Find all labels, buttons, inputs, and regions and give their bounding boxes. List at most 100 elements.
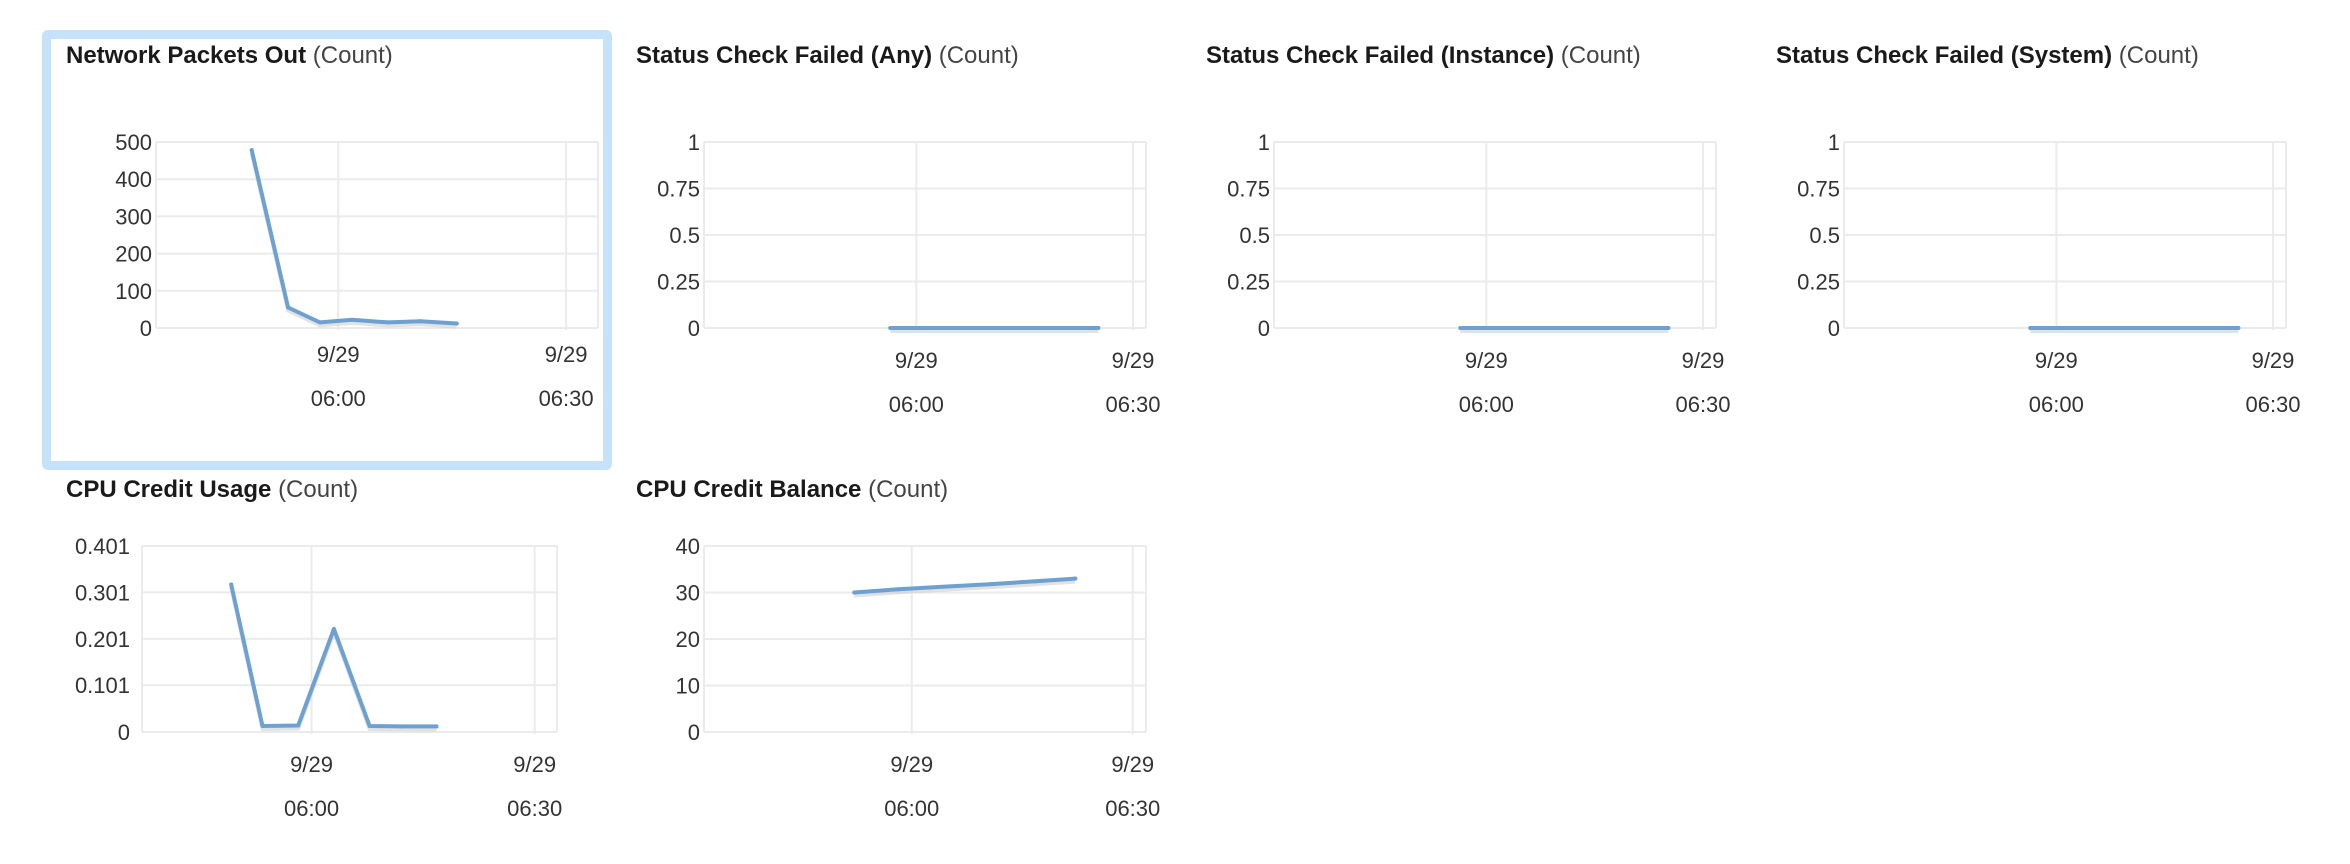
y-tick-label: 0: [688, 720, 700, 745]
x-tick-time: 06:00: [889, 392, 944, 417]
chart-title: Network Packets Out (Count): [66, 42, 393, 70]
y-tick-label: 1: [1828, 130, 1840, 155]
y-tick-label: 0: [140, 316, 152, 341]
metric-unit: (Count): [868, 476, 949, 503]
y-tick-label: 1: [688, 130, 700, 155]
x-tick-date: 9/29: [1112, 348, 1155, 373]
data-point: [260, 723, 265, 728]
y-tick-label: 40: [676, 534, 700, 559]
chart-panel-status-check-failed-instance[interactable]: Status Check Failed (Instance) (Count) 1…: [1182, 30, 1752, 470]
metric-unit: (Count): [278, 476, 359, 503]
x-tick-date: 9/29: [513, 752, 556, 777]
chart-panel-cpu-credit-balance[interactable]: CPU Credit Balance (Count) 40 30 20 10 0 9/29…: [612, 464, 1182, 864]
line-chart: 500 400 300 200 100 0 9/29 06:00 9/29 06:30: [115, 130, 599, 411]
data-point: [349, 317, 354, 322]
y-tick-label: 30: [676, 581, 700, 606]
data-point: [249, 148, 254, 153]
metric-unit: (Count): [312, 42, 393, 69]
x-tick-date: 9/29: [1682, 348, 1725, 373]
data-point: [1073, 576, 1078, 581]
x-tick-date: 9/29: [890, 752, 933, 777]
line-chart: 40 30 20 10 0 9/29 06:00 9/29 06:30: [676, 534, 1161, 821]
metric-name: Status Check Failed (Any): [636, 42, 933, 69]
x-tick-date: 9/29: [1465, 348, 1508, 373]
x-tick-date: 9/29: [2035, 348, 2078, 373]
y-tick-label: 0.401: [75, 534, 130, 559]
y-tick-label: 20: [676, 627, 700, 652]
data-point: [1458, 326, 1463, 330]
chart-panel-status-check-failed-system[interactable]: Status Check Failed (System) (Count) 1 0.…: [1752, 30, 2322, 470]
series-line-shadow: [249, 152, 457, 329]
data-point: [454, 321, 459, 326]
y-tick-label: 500: [115, 130, 152, 155]
x-tick-date: 9/29: [1111, 752, 1154, 777]
x-tick-date: 9/29: [290, 752, 333, 777]
x-tick-time: 06:00: [884, 796, 939, 821]
y-tick-label: 0.75: [1227, 177, 1270, 202]
data-point: [1666, 326, 1671, 330]
metric-name: Status Check Failed (Instance): [1206, 42, 1555, 69]
series-line: [852, 576, 1078, 595]
y-tick-label: 300: [115, 204, 152, 229]
data-point: [367, 723, 372, 728]
data-point: [331, 627, 336, 632]
data-point: [945, 584, 950, 589]
data-point: [2028, 326, 2033, 330]
y-tick-label: 0.101: [75, 673, 130, 698]
y-tick-label: 400: [115, 167, 152, 192]
data-point: [1033, 579, 1038, 584]
line-chart: 1 0.75 0.5 0.25 0 9/29 06:00 9/29 06:30: [657, 130, 1160, 417]
x-tick-time: 06:00: [311, 386, 366, 411]
chart-panel-status-check-failed-any[interactable]: Status Check Failed (Any) (Count) 1 0.75 0…: [612, 30, 1182, 470]
metric-name: CPU Credit Balance: [636, 476, 862, 503]
series-line: [249, 148, 459, 326]
x-tick-time: 06:30: [2245, 392, 2300, 417]
y-tick-label: 0.25: [657, 270, 700, 295]
y-tick-label: 200: [115, 242, 152, 267]
x-tick-time: 06:30: [507, 796, 562, 821]
data-point: [398, 724, 403, 729]
data-point: [286, 305, 291, 310]
metric-name: Status Check Failed (System): [1776, 42, 2113, 69]
y-tick-label: 0.25: [1227, 270, 1270, 295]
y-tick-label: 0.75: [1797, 177, 1840, 202]
y-tick-label: 0.75: [657, 177, 700, 202]
y-tick-label: 0.201: [75, 627, 130, 652]
chart-title: CPU Credit Usage (Count): [66, 476, 358, 504]
x-tick-date: 9/29: [317, 342, 360, 367]
series-line: [229, 582, 439, 729]
chart-panel-network-packets-out[interactable]: Network Packets Out (Count) 500 400 300 200…: [42, 30, 612, 470]
data-point: [896, 587, 901, 592]
y-tick-label: 0: [118, 720, 130, 745]
x-tick-time: 06:30: [1105, 392, 1160, 417]
y-tick-label: 0: [1828, 316, 1840, 341]
y-tick-label: 0.5: [1809, 223, 1840, 248]
chart-panel-cpu-credit-usage[interactable]: CPU Credit Usage (Count) 0.401 0.301 0.201…: [42, 464, 612, 864]
metric-unit: (Count): [1560, 42, 1641, 69]
data-point: [852, 590, 857, 595]
data-point: [229, 582, 234, 587]
data-point: [296, 723, 301, 728]
chart-title: CPU Credit Balance (Count): [636, 476, 948, 504]
x-tick-time: 06:00: [1459, 392, 1514, 417]
data-point: [418, 319, 423, 324]
chart-title: Status Check Failed (Any) (Count): [636, 42, 1019, 70]
x-tick-date: 9/29: [545, 342, 588, 367]
x-tick-date: 9/29: [2252, 348, 2295, 373]
x-tick-time: 06:00: [284, 796, 339, 821]
y-tick-label: 0: [688, 316, 700, 341]
x-tick-time: 06:30: [1675, 392, 1730, 417]
metric-unit: (Count): [2118, 42, 2199, 69]
chart-title: Status Check Failed (Instance) (Count): [1206, 42, 1641, 70]
chart-title: Status Check Failed (System) (Count): [1776, 42, 2199, 70]
line-chart: 0.401 0.301 0.201 0.101 0 9/29 06:00 9/29 06:30: [75, 534, 562, 821]
metric-unit: (Count): [938, 42, 1019, 69]
y-tick-label: 0: [1258, 316, 1270, 341]
series-line-shadow: [229, 587, 437, 732]
data-point: [2236, 326, 2241, 330]
x-tick-time: 06:30: [1105, 796, 1160, 821]
line-chart: 1 0.75 0.5 0.25 0 9/29 06:00 9/29 06:30: [1227, 130, 1730, 417]
x-tick-time: 06:30: [539, 386, 594, 411]
y-tick-label: 0.25: [1797, 270, 1840, 295]
x-tick-date: 9/29: [895, 348, 938, 373]
